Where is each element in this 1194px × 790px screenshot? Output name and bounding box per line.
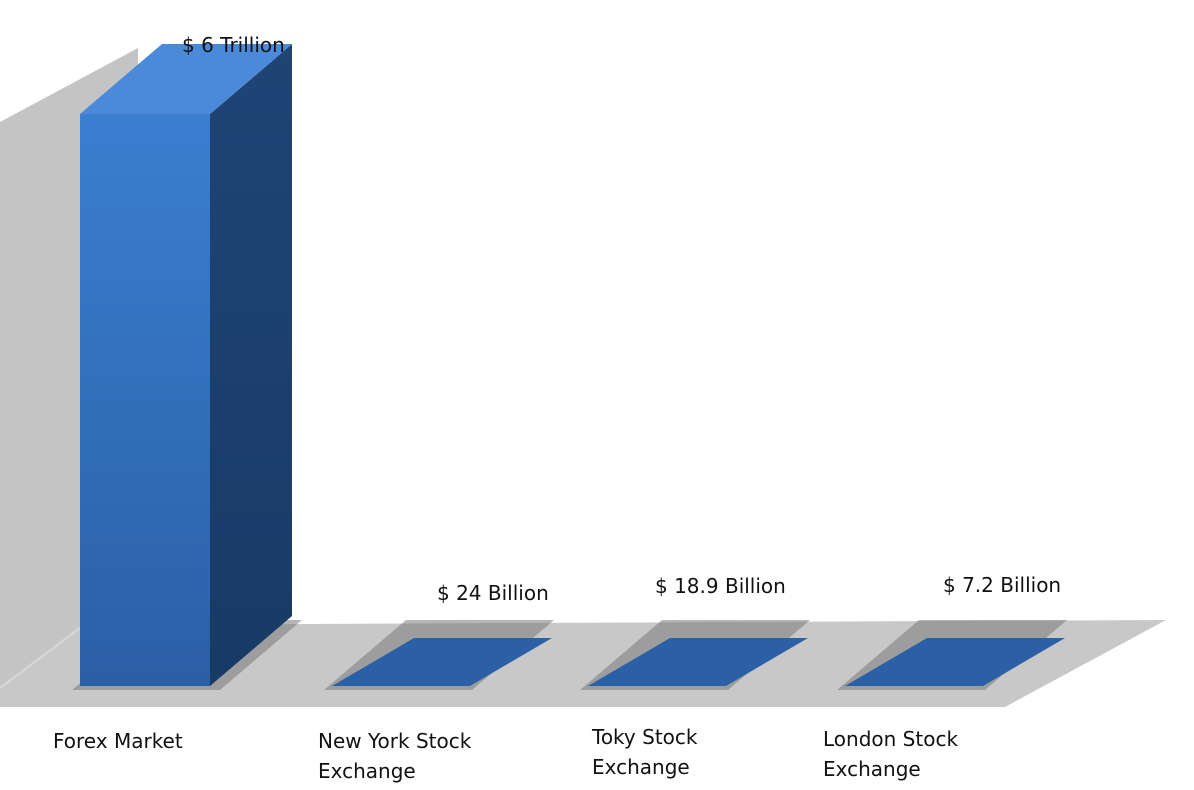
data-label: $ 7.2 Billion (943, 573, 1062, 597)
floor-edge (0, 627, 81, 689)
bar-1 (72, 44, 302, 690)
category-label: New York Stock Exchange (318, 729, 472, 783)
bar-3 (580, 620, 810, 690)
bar-top (845, 638, 1065, 686)
bar-top (332, 638, 552, 686)
bar-4 (837, 620, 1067, 690)
data-label: $ 24 Billion (437, 581, 549, 605)
bar-top (588, 638, 808, 686)
bar-top (80, 44, 292, 114)
bar-side (210, 44, 292, 686)
data-label: $ 6 Trillion (182, 33, 285, 57)
bar-front (80, 114, 210, 686)
category-label: London Stock Exchange (823, 727, 959, 781)
bar-2 (324, 620, 554, 690)
data-label: $ 18.9 Billion (655, 574, 786, 598)
category-label: Toky Stock Exchange (592, 725, 698, 779)
category-label: Forex Market (53, 729, 183, 753)
